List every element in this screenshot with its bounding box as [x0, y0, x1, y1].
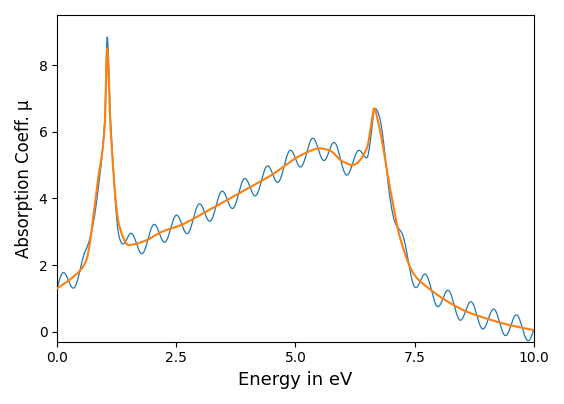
- X-axis label: Energy in eV: Energy in eV: [238, 371, 352, 389]
- Y-axis label: Absorption Coeff. μ: Absorption Coeff. μ: [15, 99, 33, 258]
